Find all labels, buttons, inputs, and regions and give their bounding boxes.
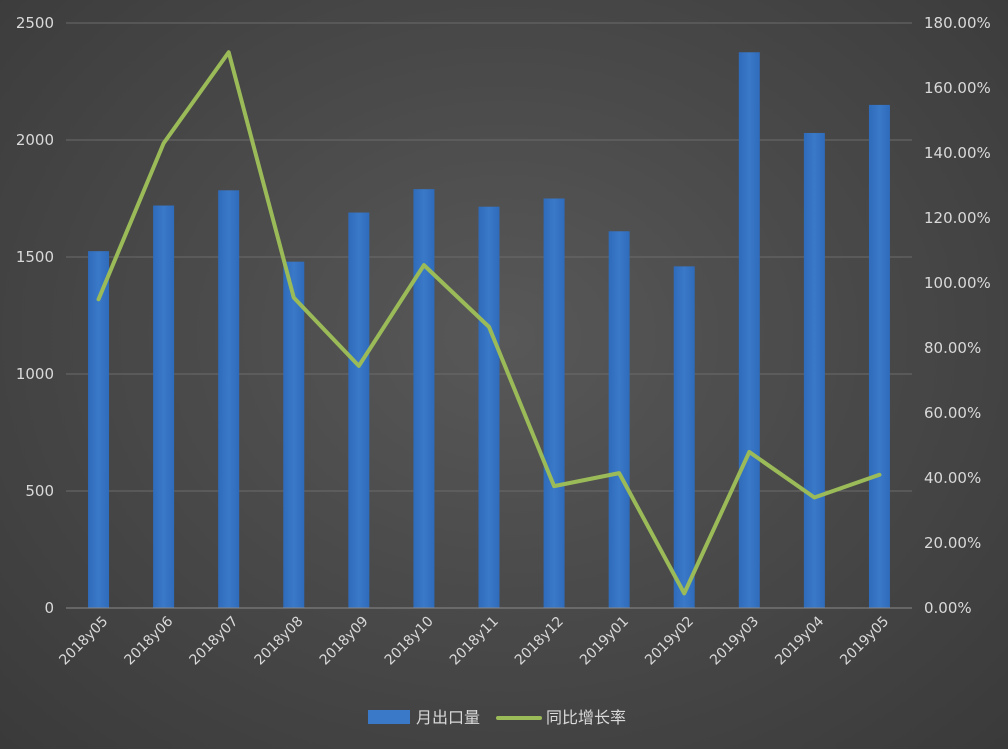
line-point [747, 450, 751, 454]
right-tick-label: 180.00% [924, 14, 991, 32]
bar [478, 206, 500, 608]
bar [413, 189, 435, 608]
right-tick-label: 20.00% [924, 534, 981, 552]
left-tick-label: 1500 [16, 248, 54, 266]
legend-label: 月出口量 [416, 708, 480, 727]
right-tick-label: 120.00% [924, 209, 991, 227]
line-point [292, 296, 296, 300]
right-axis: 0.00% 20.00% 40.00% 60.00% 80.00% 100.00% 120.… [924, 14, 991, 617]
x-tick-label: 2018y11 [447, 614, 502, 669]
line-point [682, 591, 686, 595]
right-tick-label: 0.00% [924, 599, 972, 617]
bar [868, 104, 890, 609]
x-tick-label: 2018y09 [317, 614, 372, 669]
right-tick-label: 80.00% [924, 339, 981, 357]
right-tick-label: 100.00% [924, 274, 991, 292]
line-series [96, 50, 882, 596]
line-point [617, 471, 621, 475]
bar [218, 190, 240, 608]
left-tick-label: 500 [25, 482, 54, 500]
right-tick-label: 60.00% [924, 404, 981, 422]
line-point [357, 364, 361, 368]
bar [803, 132, 825, 609]
left-tick-label: 0 [44, 599, 54, 617]
x-tick-label: 2018y06 [121, 613, 176, 668]
x-tick-label: 2018y07 [187, 614, 242, 669]
bar [738, 52, 760, 608]
bar [673, 266, 695, 608]
bar [348, 212, 370, 609]
line-point [877, 473, 881, 477]
left-tick-label: 1000 [16, 365, 54, 383]
left-tick-label: 2000 [16, 131, 54, 149]
line-point [487, 325, 491, 329]
x-axis: 2018y05 2018y06 2018y07 2018y08 2018y09 2018y… [56, 607, 912, 669]
line-point [227, 50, 231, 54]
bar [283, 261, 305, 608]
x-tick-label: 2019y05 [837, 614, 892, 669]
x-tick-label: 2018y08 [252, 614, 307, 669]
bar [608, 231, 630, 608]
bar [153, 205, 175, 608]
line-point [162, 141, 166, 145]
right-tick-label: 40.00% [924, 469, 981, 487]
x-tick-label: 2018y05 [56, 614, 111, 669]
x-tick-label: 2019y01 [577, 614, 632, 669]
bar-series [88, 52, 890, 609]
x-tick-label: 2019y04 [772, 613, 827, 668]
left-tick-label: 2500 [16, 14, 54, 32]
x-tick-label: 2019y03 [707, 614, 762, 669]
left-axis: 0 500 1000 1500 2000 2500 [16, 14, 54, 617]
legend-swatch-bar [368, 710, 410, 724]
x-tick-label: 2018y10 [382, 614, 437, 669]
right-tick-label: 160.00% [924, 79, 991, 97]
bar [543, 198, 565, 608]
bar [88, 251, 110, 608]
x-tick-label: 2018y12 [512, 614, 567, 669]
x-tick-label: 2019y02 [642, 614, 697, 669]
line-point [552, 484, 556, 488]
line-point [422, 263, 426, 267]
right-tick-label: 140.00% [924, 144, 991, 162]
line-point [97, 297, 101, 301]
legend: 月出口量 同比增长率 [368, 708, 626, 727]
line-point [812, 496, 816, 499]
legend-label: 同比增长率 [546, 708, 626, 727]
